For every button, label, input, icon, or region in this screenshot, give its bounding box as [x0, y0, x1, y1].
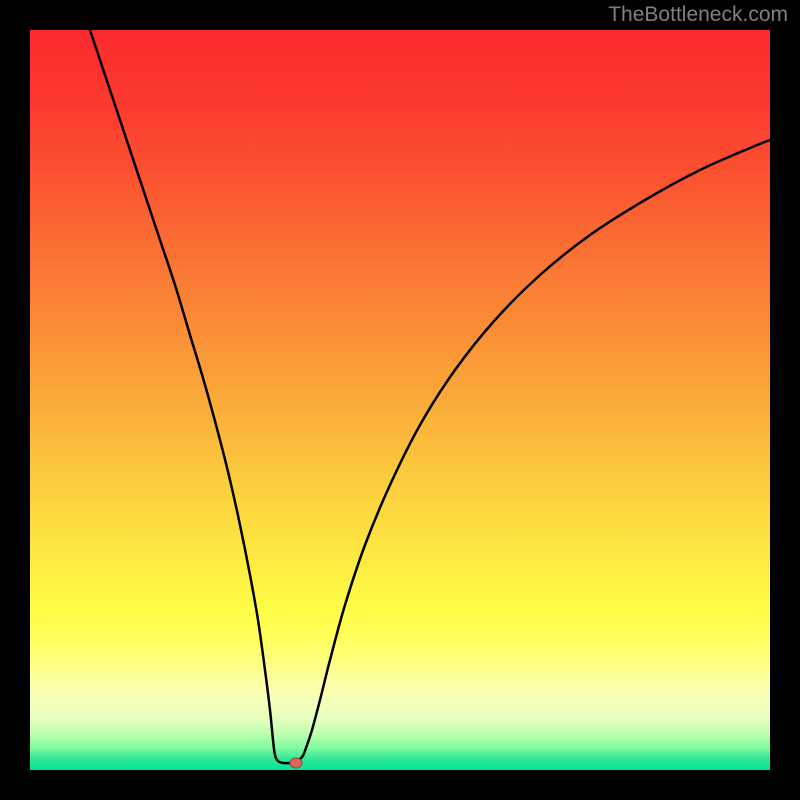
- chart-svg: [30, 30, 770, 770]
- watermark-text: TheBottleneck.com: [608, 3, 788, 27]
- plot-area: [30, 30, 770, 770]
- gradient-background: [30, 30, 770, 770]
- chart-container: TheBottleneck.com: [0, 0, 800, 800]
- bottleneck-curve: [90, 30, 770, 763]
- minimum-marker: [290, 758, 302, 768]
